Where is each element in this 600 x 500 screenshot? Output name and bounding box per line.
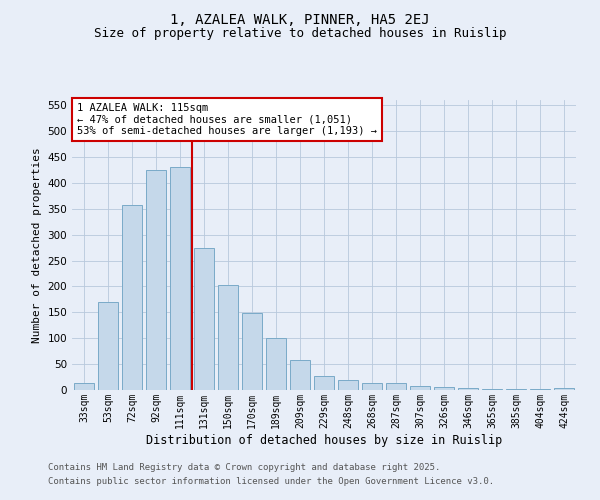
Text: Size of property relative to detached houses in Ruislip: Size of property relative to detached ho… <box>94 28 506 40</box>
Bar <box>194 248 214 390</box>
Bar <box>98 302 118 390</box>
Bar <box>458 388 478 390</box>
Bar <box>434 388 454 390</box>
Bar <box>74 383 94 390</box>
Bar <box>482 389 502 390</box>
Text: Contains HM Land Registry data © Crown copyright and database right 2025.: Contains HM Land Registry data © Crown c… <box>48 464 440 472</box>
Text: Contains public sector information licensed under the Open Government Licence v3: Contains public sector information licen… <box>48 477 494 486</box>
Text: 1, AZALEA WALK, PINNER, HA5 2EJ: 1, AZALEA WALK, PINNER, HA5 2EJ <box>170 12 430 26</box>
Bar <box>266 338 286 390</box>
Bar <box>386 384 406 390</box>
X-axis label: Distribution of detached houses by size in Ruislip: Distribution of detached houses by size … <box>146 434 502 446</box>
Bar <box>146 170 166 390</box>
Y-axis label: Number of detached properties: Number of detached properties <box>32 147 42 343</box>
Bar <box>218 286 238 390</box>
Text: 1 AZALEA WALK: 115sqm
← 47% of detached houses are smaller (1,051)
53% of semi-d: 1 AZALEA WALK: 115sqm ← 47% of detached … <box>77 103 377 136</box>
Bar <box>242 314 262 390</box>
Bar <box>290 360 310 390</box>
Bar <box>338 380 358 390</box>
Bar <box>122 205 142 390</box>
Bar <box>362 384 382 390</box>
Bar <box>410 386 430 390</box>
Bar <box>554 388 574 390</box>
Bar <box>314 376 334 390</box>
Bar <box>170 168 190 390</box>
